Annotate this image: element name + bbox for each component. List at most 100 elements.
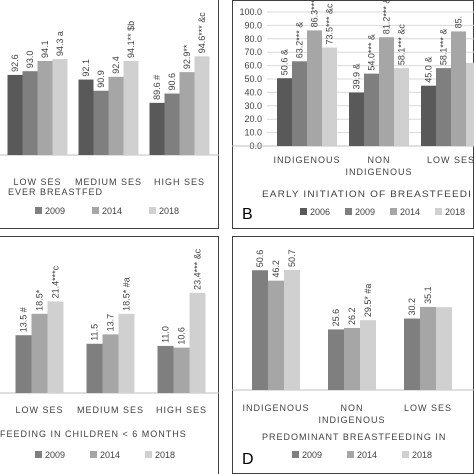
legend-swatch <box>145 451 152 458</box>
value-label: 50.6 & <box>280 49 290 75</box>
value-label: 50.7 <box>287 249 297 267</box>
bar <box>364 73 379 146</box>
legend-swatch <box>149 207 156 214</box>
bar <box>349 92 364 146</box>
value-label: 92.4 <box>111 56 121 74</box>
legend-swatch <box>35 207 42 214</box>
legend-label: 2018 <box>445 207 465 217</box>
x-tick-label: LOW SES <box>15 405 64 415</box>
x-tick-label: LOW SES <box>13 177 62 187</box>
bar <box>37 60 53 155</box>
bar <box>379 37 394 146</box>
bar <box>15 335 32 393</box>
legend-label: 2009 <box>45 206 65 216</box>
value-label: 25.6 <box>331 309 341 327</box>
value-label: 18.5* #a <box>122 277 132 311</box>
bar <box>252 270 268 390</box>
value-label: 45.0 & <box>424 57 434 83</box>
bar <box>108 76 124 155</box>
bar <box>157 345 174 393</box>
chart-title: EVER BREASTFED <box>8 187 103 197</box>
value-label: 92.6 <box>10 54 20 72</box>
panel-b: 0.0 10.0 20.0 30.0 40.0 50.0 60.0 70.0 80.0 90.0 1… <box>232 0 474 229</box>
legend-label: 2014 <box>357 450 377 460</box>
legend-swatch <box>347 451 354 458</box>
value-label: 73.5*** &c <box>325 3 335 45</box>
bar <box>436 68 451 146</box>
x-tick-label: LOW SES <box>426 155 474 165</box>
x-tick-label: HIGH SES <box>155 405 207 415</box>
bar <box>102 334 119 393</box>
y-tick-label: 60.0 <box>244 61 262 71</box>
value-label: 94.1** $b <box>126 21 136 58</box>
bar <box>328 329 344 390</box>
legend-swatch <box>435 208 442 215</box>
value-label: 23.4*** &c <box>193 248 203 290</box>
panel-svg: 50.6 46.2 50.7 25.6 26.2 29.5* #a 30.2 35.1 PRED… <box>232 236 474 474</box>
y-tick-label: 30.0 <box>244 101 262 111</box>
legend-label: 2018 <box>412 450 432 460</box>
bar <box>52 59 68 155</box>
value-label: 21.4***c <box>51 265 61 298</box>
bar <box>22 71 38 155</box>
legend-label: 2009 <box>302 450 322 460</box>
bar <box>93 90 109 155</box>
value-label: 92.1 <box>81 59 91 77</box>
panel-svg: 0.010.020.030.040.050.060.070.080.090.01… <box>232 0 474 229</box>
x-tick-label: LOW SES <box>403 403 452 413</box>
bar <box>86 343 103 393</box>
bar <box>284 270 300 390</box>
bar <box>322 47 337 147</box>
y-tick-label: 20.0 <box>244 114 262 124</box>
bar <box>466 62 474 146</box>
legend-swatch <box>90 451 97 458</box>
value-label: 50.6 <box>255 250 265 268</box>
chart-title: FEEDING IN CHILDREN < 6 MONTHS <box>0 429 187 439</box>
panel-c: 13.5 # 18.5* 21.4***c 11.5 13.7 18.5* #a 11.0 1… <box>0 236 219 474</box>
legend-label: 2014 <box>102 206 122 216</box>
panel-a: 92.6 93.0 94.1 94.3 a 92.1 90.9 92.4 94.1** $b 8… <box>0 0 219 229</box>
chart-title: EARLY INITIATION OF BREASTFEEDI <box>262 189 472 199</box>
value-label: 58.1*** & <box>439 29 449 66</box>
x-tick-label: INDIGENOUS <box>242 403 310 413</box>
legend-label: 2009 <box>45 450 65 460</box>
bar <box>179 72 195 155</box>
legend-swatch <box>402 451 409 458</box>
legend-swatch <box>35 451 42 458</box>
bar <box>78 79 94 155</box>
value-label: 26.2 <box>347 307 357 325</box>
x-tick-label: MEDIUM SES <box>74 177 142 187</box>
bar <box>164 93 180 155</box>
legend-swatch <box>390 208 397 215</box>
panel-d: 50.6 46.2 50.7 25.6 26.2 29.5* #a 30.2 35.1 PRED… <box>232 236 474 474</box>
bar <box>420 306 436 390</box>
value-label: 18.5* <box>35 289 45 311</box>
x-tick-label: MEDIUM SES <box>76 405 144 415</box>
legend-label: 2018 <box>155 450 175 460</box>
value-label: 13.5 # <box>19 307 29 332</box>
legend-label: 2018 <box>159 206 179 216</box>
legend-label: 2006 <box>310 207 330 217</box>
bar <box>123 60 139 155</box>
bar <box>194 56 210 155</box>
value-label: 90.6 <box>167 73 177 91</box>
legend-swatch <box>292 451 299 458</box>
value-label: 29.5* #a <box>363 284 373 318</box>
legend-swatch <box>345 208 352 215</box>
value-label: 30.2 <box>407 298 417 316</box>
value-label: 93.0 <box>25 51 35 69</box>
y-tick-label: 50.0 <box>244 74 262 84</box>
value-label: 63.2*** & <box>295 22 305 59</box>
y-tick-label: 40.0 <box>244 87 262 97</box>
value-label: 39.9 & <box>352 64 362 90</box>
bar <box>344 327 360 390</box>
y-tick-label: 100.0 <box>239 7 262 17</box>
x-tick-label: NON INDIGENOUS <box>345 155 413 177</box>
value-label: 94.1 <box>40 40 50 58</box>
panel-svg: 13.5 # 18.5* 21.4***c 11.5 13.7 18.5* #a 11.0 1… <box>0 236 219 474</box>
value-label: 13.7 <box>106 314 116 332</box>
bar <box>307 30 322 146</box>
bar <box>404 318 420 390</box>
chart-title: PREDOMINANT BREASTFEEDING IN <box>262 432 446 442</box>
y-tick-label: 10.0 <box>244 128 262 138</box>
